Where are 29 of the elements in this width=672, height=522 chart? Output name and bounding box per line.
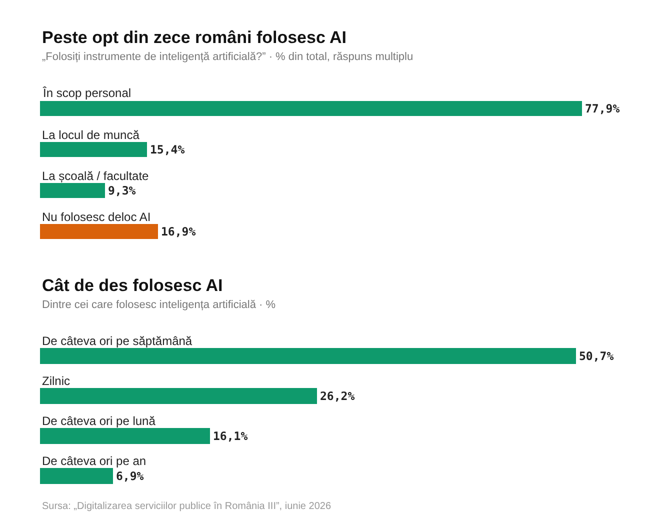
chart-title: Peste opt din zece români folosesc AI xyxy=(42,28,347,47)
category-label: În scop personal xyxy=(43,86,132,100)
bar xyxy=(40,224,158,239)
chart-title: Cât de des folosesc AI xyxy=(42,276,223,295)
data-label: 16,9% xyxy=(161,224,196,238)
category-label: De câteva ori pe lună xyxy=(42,414,156,428)
bar xyxy=(40,388,317,404)
category-label: Nu folosesc deloc AI xyxy=(42,210,151,224)
bar xyxy=(40,183,105,198)
bar xyxy=(40,101,582,116)
data-label: 26,2% xyxy=(320,389,355,403)
data-label: 9,3% xyxy=(108,184,136,198)
chart-subtitle: „Folosiți instrumente de inteligență artificială?” · % din total, răspuns multiplu xyxy=(42,51,414,63)
chart-subtitle: Dintre cei care folosesc inteligența artificială · % xyxy=(42,299,276,311)
data-label: 77,9% xyxy=(585,102,620,116)
data-label: 50,7% xyxy=(579,349,614,363)
bar xyxy=(40,468,113,484)
bar xyxy=(40,348,576,364)
category-label: La locul de muncă xyxy=(42,128,140,142)
category-label: De câteva ori pe an xyxy=(42,454,146,468)
category-label: Zilnic xyxy=(42,374,70,388)
category-label: De câteva ori pe săptămână xyxy=(42,334,192,348)
data-label: 15,4% xyxy=(150,142,185,156)
data-label: 16,1% xyxy=(213,429,248,443)
text: Sursa: „Digitalizarea serviciilor publice în România III”, iunie 2026 xyxy=(42,501,332,512)
bar xyxy=(40,142,147,157)
bar xyxy=(40,428,210,444)
category-label: La școală / facultate xyxy=(42,169,149,183)
data-label: 6,9% xyxy=(116,469,144,483)
